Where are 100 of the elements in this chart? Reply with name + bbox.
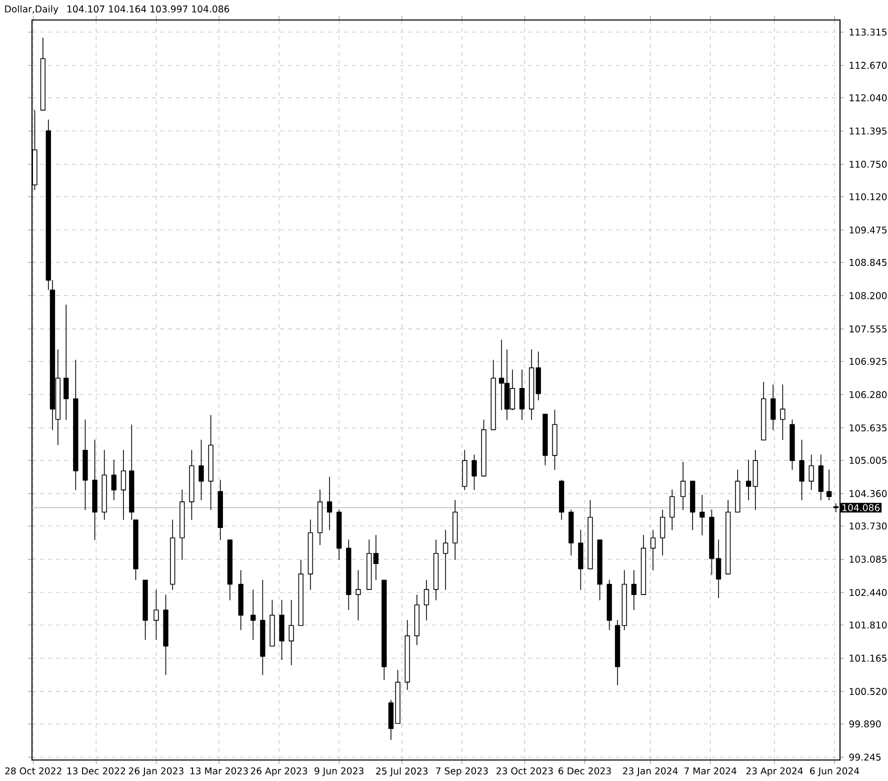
candlestick — [808, 454, 814, 490]
candlestick — [826, 469, 832, 501]
candlestick — [154, 590, 159, 640]
candlestick — [680, 462, 686, 510]
candlestick — [490, 360, 496, 431]
y-tick-label: 103.730 — [850, 522, 887, 530]
candlestick — [180, 490, 185, 560]
candlestick — [298, 560, 304, 626]
x-tick-label: 26 Jan 2023 — [128, 767, 184, 776]
x-tick-label: 13 Dec 2022 — [67, 767, 126, 774]
candlestick — [650, 530, 656, 571]
candlestick — [373, 534, 379, 581]
x-tick-label: 6 Jun 2024 — [810, 767, 860, 776]
candlestick — [790, 419, 795, 470]
candlestick — [414, 594, 420, 646]
candlestick — [404, 620, 410, 690]
y-tick-label: 108.200 — [850, 292, 887, 300]
candlestick — [760, 382, 766, 440]
candlestick — [346, 540, 352, 610]
y-tick-label: 113.315 — [850, 28, 886, 36]
candlestick — [519, 369, 525, 420]
x-tick-label: 28 Oct 2022 — [5, 767, 62, 774]
x-tick-label: 23 Jan 2024 — [623, 767, 678, 776]
y-tick-label: 101.165 — [850, 654, 886, 662]
candlestick — [336, 510, 342, 560]
candlestick — [227, 540, 232, 601]
candlestick — [818, 454, 824, 501]
candlestick — [799, 440, 804, 501]
y-tick-label: 112.670 — [850, 62, 887, 69]
candlestick — [424, 580, 430, 621]
candlestick — [780, 384, 786, 440]
candlestick — [238, 570, 244, 631]
candlestick — [597, 540, 602, 601]
candlestick — [536, 351, 541, 401]
candlestick — [288, 600, 294, 666]
candlestick — [588, 500, 593, 570]
candlestick — [452, 500, 458, 560]
candlestick — [690, 480, 696, 531]
y-tick-label: 112.040 — [850, 94, 887, 102]
y-tick-label: 110.750 — [850, 160, 887, 168]
y-tick-label: 106.925 — [850, 358, 886, 365]
candlestick — [558, 480, 564, 520]
candlestick — [631, 570, 636, 610]
y-tick-label: 105.005 — [850, 456, 886, 464]
x-tick-label: 23 Apr 2024 — [746, 767, 803, 776]
candlestick — [64, 304, 69, 420]
candlestick — [198, 440, 204, 501]
candlestick — [833, 503, 838, 513]
candlestick — [382, 580, 387, 681]
candlestick — [660, 510, 666, 556]
y-tick-label: 107.555 — [850, 325, 886, 332]
y-tick-label: 101.810 — [850, 621, 887, 628]
candlestick — [120, 450, 126, 520]
candlestick — [735, 469, 740, 513]
y-tick-label: 100.520 — [850, 688, 887, 695]
candlestick — [208, 414, 214, 510]
candlestick — [770, 384, 776, 431]
candlestick — [40, 38, 46, 111]
candlestick — [326, 476, 332, 531]
x-tick-label: 6 Dec 2023 — [558, 767, 611, 774]
candlestick — [218, 480, 223, 540]
y-tick-label: 99.890 — [849, 720, 881, 728]
candlestick — [542, 414, 548, 466]
candlestick — [102, 450, 107, 520]
candlestick — [163, 594, 168, 676]
candlestick — [746, 460, 752, 501]
candlestick — [481, 419, 486, 476]
candlestick — [260, 580, 266, 676]
chart-subtitle: 104.107 104.164 103.997 104.086 — [68, 5, 230, 12]
x-tick-label: 7 Mar 2024 — [684, 767, 736, 774]
candlestick — [606, 580, 612, 631]
candlestick — [366, 540, 372, 590]
candlestick — [726, 500, 731, 574]
candlestick — [568, 510, 574, 556]
chart-title: Dollar,Daily — [5, 5, 58, 14]
ref-line-label: 104.086 — [842, 504, 880, 512]
y-tick-label: 103.085 — [850, 556, 886, 563]
x-tick-label: 26 Apr 2023 — [250, 767, 308, 776]
candlestick — [170, 519, 176, 590]
x-tick-label: 7 Sep 2023 — [436, 767, 488, 776]
x-tick-label: 9 Jun 2023 — [314, 767, 364, 776]
candlestick — [279, 600, 284, 660]
candlestick — [528, 349, 534, 420]
candlestick — [73, 360, 78, 490]
candlestick — [552, 410, 558, 470]
candlestick — [92, 440, 98, 540]
candlestick — [189, 450, 194, 520]
y-tick-label: 105.635 — [850, 424, 886, 432]
candlestick — [472, 454, 477, 490]
candlestick — [142, 580, 148, 640]
y-tick-label: 104.360 — [850, 490, 887, 498]
candlestick — [578, 530, 584, 590]
candlestick — [442, 530, 448, 590]
candlestick — [752, 450, 758, 510]
candlestick — [317, 490, 323, 546]
y-tick-label: 99.245 — [849, 754, 881, 761]
y-tick-label: 111.395 — [850, 128, 886, 135]
y-tick-label: 106.280 — [850, 391, 887, 398]
candlestick — [82, 419, 88, 510]
y-tick-label: 102.440 — [850, 588, 887, 596]
